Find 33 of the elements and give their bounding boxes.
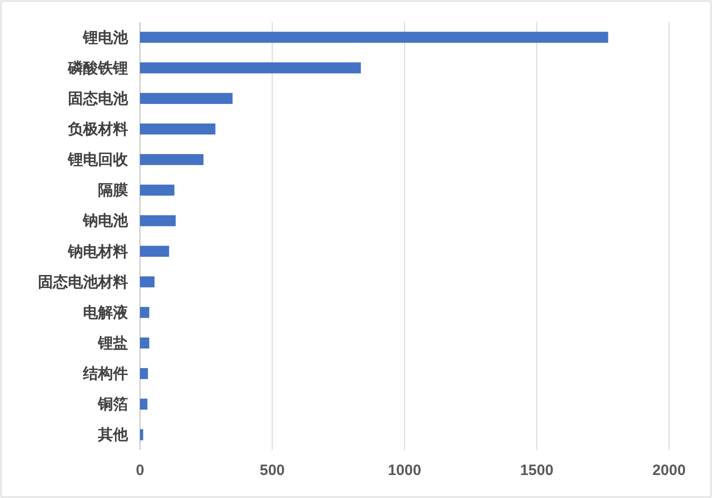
y-tick-label: 钠电池 (82, 212, 129, 230)
y-tick-label: 固态电池材料 (38, 274, 128, 291)
bar (140, 276, 155, 288)
bar (140, 62, 361, 74)
y-tick-label: 隔膜 (98, 182, 128, 200)
y-tick-label: 锂盐 (97, 335, 128, 352)
y-tick-label: 钠电材料 (67, 243, 128, 260)
bar (140, 246, 170, 257)
x-tick-label: 2000 (652, 462, 686, 479)
y-tick-label: 铜箔 (97, 396, 128, 414)
y-tick-label: 锂电回收 (67, 152, 129, 169)
y-tick-label: 其他 (97, 426, 129, 444)
y-tick-label: 结构件 (82, 366, 128, 383)
bar (140, 338, 150, 348)
y-tick-label: 固态电池 (68, 90, 129, 108)
x-tick-label: 1000 (388, 462, 422, 479)
bar (140, 32, 608, 43)
bar (140, 215, 176, 226)
bar (140, 92, 233, 104)
y-tick-label: 电解液 (83, 303, 129, 322)
bar (140, 368, 148, 380)
y-tick-label: 锂电池 (82, 29, 129, 46)
x-tick-label: 500 (260, 462, 285, 479)
y-tick-label: 磷酸铁锂 (67, 60, 128, 77)
bar (140, 429, 144, 440)
y-tick-label: 负极材料 (67, 121, 128, 138)
bar (140, 184, 174, 196)
bar (140, 154, 204, 166)
bar (140, 306, 150, 318)
x-tick-label: 0 (136, 462, 144, 479)
x-tick-label: 1500 (520, 462, 554, 479)
bar (140, 398, 148, 410)
bar (140, 124, 216, 134)
